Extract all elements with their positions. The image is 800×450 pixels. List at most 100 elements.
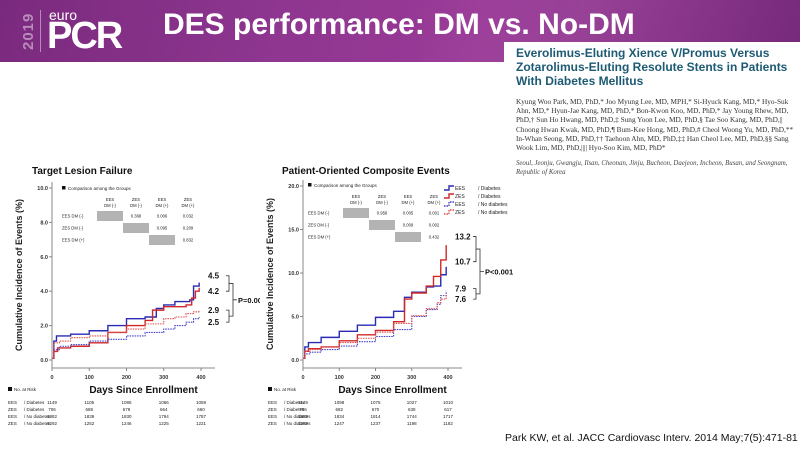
- comparison-p-value: 0.095: [157, 226, 168, 231]
- risk-value: 1794: [159, 414, 170, 419]
- legend-swatch: [444, 201, 454, 207]
- y-tick-label: 2.0: [40, 324, 48, 330]
- citation: Park KW, et al. JACC Cardiovasc Interv. …: [505, 432, 798, 444]
- risk-value: 617: [444, 407, 452, 412]
- risk-value: 660: [197, 407, 205, 412]
- risk-value: 1059: [196, 400, 207, 405]
- risk-value: 706: [299, 407, 307, 412]
- comparison-bullet: [62, 186, 66, 190]
- comparison-p-value: 0.432: [429, 235, 440, 240]
- comparison-col-header: EES: [106, 197, 115, 202]
- comparison-col-header: DM (+): [428, 200, 442, 205]
- series-line-ees-diabetes: [52, 282, 200, 359]
- risk-value: 1075: [370, 400, 381, 405]
- y-tick-label: 20.0: [288, 184, 299, 190]
- risk-value: 1292: [298, 421, 309, 426]
- comparison-col-header: DM (+): [402, 200, 416, 205]
- comparison-col-header: DM (+): [156, 203, 170, 208]
- y-tick-label: 6.0: [40, 255, 48, 261]
- end-value-label: 13.2: [455, 232, 471, 241]
- risk-bullet: [8, 387, 12, 391]
- slide-title: DES performance: DM vs. No-DM: [163, 8, 635, 41]
- chart-title: Target Lesion Failure: [32, 166, 133, 177]
- comparison-col-header: DM (-): [130, 203, 142, 208]
- risk-value: 1882: [47, 414, 58, 419]
- chart-legend: EES / Diabetes ZES / Diabetes EES / No diabet…: [444, 185, 508, 216]
- risk-value: 682: [335, 407, 343, 412]
- legend-swatch: [444, 209, 454, 215]
- risk-value: 1252: [84, 421, 95, 426]
- risk-row-stent: ZES: [8, 421, 17, 426]
- x-tick-label: 0: [50, 375, 53, 381]
- end-value-label: 2.9: [208, 306, 220, 315]
- series-line-zes-no-diabetes: [303, 293, 447, 359]
- risk-row-group: / No diabetes: [24, 414, 51, 419]
- comparison-diagonal-cell: [123, 223, 149, 233]
- comparison-p-value: 0.001: [429, 211, 440, 216]
- header-banner: 2019 euro PCR DES performance: DM vs. No…: [0, 0, 800, 62]
- comparison-col-header: EES: [158, 197, 167, 202]
- risk-value: 1198: [407, 421, 417, 426]
- y-tick-label: 0.0: [291, 358, 299, 364]
- risk-value: 1787: [196, 414, 207, 419]
- bracket: [473, 236, 477, 263]
- x-axis-label: Days Since Enrollment: [89, 385, 198, 396]
- risk-value: 1814: [370, 414, 381, 419]
- risk-value: 1027: [407, 400, 418, 405]
- comparison-p-value: 0.006: [157, 214, 168, 219]
- comparison-row-label: EES DM (-): [62, 214, 84, 219]
- legend-group-label: / Diabetes: [478, 186, 501, 192]
- y-tick-label: 10.0: [288, 271, 299, 277]
- p-value-label: P=0.004: [238, 296, 260, 305]
- comparison-p-value: 0.005: [403, 211, 414, 216]
- comparison-title: Comparison among the Groups: [314, 183, 378, 188]
- risk-value: 638: [408, 407, 416, 412]
- bracket: [229, 283, 237, 317]
- comparison-row-label: ZES DM (-): [62, 226, 84, 231]
- risk-row-stent: EES: [8, 400, 17, 405]
- risk-value: 1098: [334, 400, 345, 405]
- comparison-row-label: EES DM (+): [62, 238, 85, 243]
- risk-row-group: / Diabetes: [24, 407, 45, 412]
- comparison-p-value: 0.832: [183, 238, 194, 243]
- bracket: [476, 248, 484, 295]
- comparison-col-header: ZES: [132, 197, 140, 202]
- comparison-p-value: 0.958: [377, 211, 388, 216]
- x-tick-label: 200: [122, 375, 131, 381]
- risk-row-group: / Diabetes: [284, 400, 305, 405]
- logo-year: 2019: [20, 12, 37, 50]
- risk-value: 706: [48, 407, 56, 412]
- logo-pcr: PCR: [47, 15, 123, 57]
- comparison-row-label: EES DM (+): [308, 235, 331, 240]
- risk-row-stent: ZES: [268, 407, 277, 412]
- end-value-label: 4.5: [208, 272, 220, 281]
- risk-value: 1105: [84, 400, 94, 405]
- legend-swatch: [444, 185, 454, 191]
- y-axis-label: Cumulative Incidence of Events (%): [265, 198, 275, 350]
- chart-title: Patient-Oriented Composite Events: [282, 166, 450, 177]
- comparison-p-value: 0.209: [183, 226, 194, 231]
- comparison-bullet: [308, 183, 312, 187]
- comparison-p-value: 0.032: [183, 214, 194, 219]
- risk-row-group: / Diabetes: [24, 400, 45, 405]
- risk-value: 1066: [159, 400, 170, 405]
- risk-value: 1830: [121, 414, 132, 419]
- risk-value: 670: [372, 407, 380, 412]
- comparison-col-header: DM (-): [104, 203, 116, 208]
- p-value-label: P<0.001: [485, 267, 513, 276]
- logo-divider: [40, 10, 41, 52]
- comparison-col-header: EES: [404, 194, 413, 199]
- risk-value: 1882: [298, 414, 309, 419]
- risk-value: 1149: [47, 400, 57, 405]
- paper-affiliation: Seoul, Jeonju, Gwangju, Ilsan, Cheonan, …: [516, 160, 788, 176]
- comparison-col-header: ZES: [430, 194, 438, 199]
- risk-value: 1182: [443, 421, 453, 426]
- risk-value: 1225: [159, 421, 170, 426]
- x-tick-label: 100: [335, 375, 344, 381]
- end-value-label: 7.9: [455, 285, 467, 294]
- comparison-title: Comparison among the Groups: [68, 186, 132, 191]
- comparison-p-value: 0.009: [403, 223, 414, 228]
- comparison-row-label: EES DM (-): [308, 211, 330, 216]
- comparison-row-label: ZES DM (-): [308, 223, 330, 228]
- comparison-diagonal-cell: [369, 220, 395, 230]
